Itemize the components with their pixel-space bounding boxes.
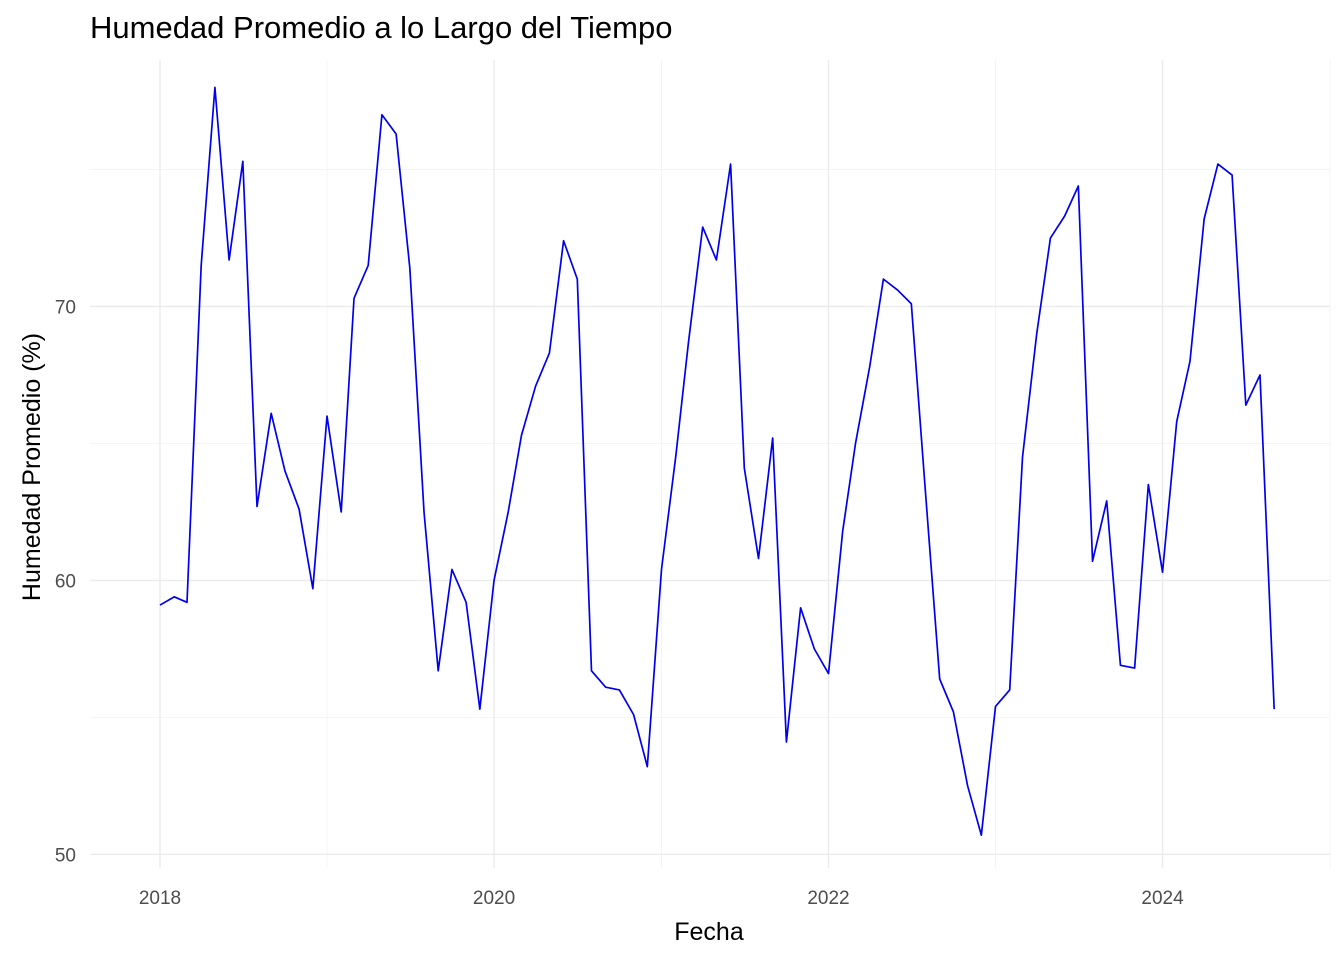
x-axis-ticks: 2018 2020 2022 2024 — [139, 888, 1184, 909]
y-axis-ticks: 50 60 70 — [55, 298, 76, 867]
x-tick-label: 2018 — [139, 888, 181, 909]
y-tick-label: 50 — [55, 845, 76, 866]
minor-gridlines — [90, 60, 1331, 868]
major-gridlines — [90, 60, 1330, 868]
series-layer — [159, 86, 1276, 836]
x-tick-label: 2024 — [1141, 888, 1184, 909]
humidity-series-line — [159, 86, 1276, 836]
x-axis-title: Fecha — [674, 918, 744, 946]
chart-title: Humedad Promedio a lo Largo del Tiempo — [90, 10, 673, 45]
y-axis-title: Humedad Promedio (%) — [18, 333, 46, 601]
y-tick-label: 70 — [55, 298, 76, 319]
x-tick-label: 2020 — [473, 888, 515, 909]
y-tick-label: 60 — [55, 571, 76, 592]
x-tick-label: 2022 — [807, 888, 849, 909]
